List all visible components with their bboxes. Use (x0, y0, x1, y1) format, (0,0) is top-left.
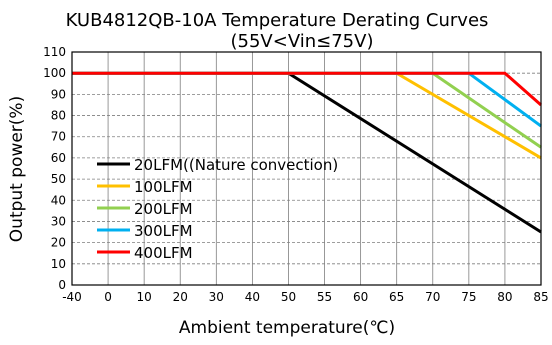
x-axis-label: Ambient temperature(℃) (179, 318, 395, 338)
legend-label: 100LFM (134, 178, 193, 196)
y-tick-label: 80 (51, 109, 66, 123)
x-tick-label: 55 (317, 290, 332, 304)
x-tick-labels: -40 0 10 20 30 40 50 55 60 65 70 75 80 85 (62, 290, 548, 304)
y-tick-label: 40 (51, 193, 66, 207)
y-tick-label: 30 (51, 214, 66, 228)
chart-title: KUB4812QB-10A Temperature Derating Curve… (66, 10, 489, 31)
x-tick-label: 10 (137, 290, 152, 304)
legend: 20LFM((Nature convection) 100LFM 200LFM 300… (97, 156, 338, 262)
x-tick-label: 85 (533, 290, 548, 304)
x-tick-label: -40 (62, 290, 82, 304)
x-tick-label: 60 (353, 290, 368, 304)
legend-label: 200LFM (134, 200, 193, 218)
plot-frame (71, 51, 542, 286)
y-tick-label: 70 (51, 130, 66, 144)
series-line (72, 71, 542, 107)
x-tick-label: 70 (425, 290, 440, 304)
x-tick-label: 30 (209, 290, 224, 304)
x-tick-label: 20 (173, 290, 188, 304)
y-tick-label: 60 (51, 151, 66, 165)
y-tick-label: 100 (43, 66, 66, 80)
legend-label: 20LFM((Nature convection) (134, 156, 338, 174)
plot-area (72, 52, 541, 285)
y-tick-label: 50 (51, 172, 66, 186)
series-layer (72, 71, 542, 234)
x-tick-label: 80 (497, 290, 512, 304)
y-tick-label: 10 (51, 257, 66, 271)
y-tick-label: 110 (43, 45, 66, 59)
x-tick-label: 0 (104, 290, 112, 304)
y-tick-label: 20 (51, 236, 66, 250)
chart-subtitle: (55V<Vin≤75V) (231, 31, 374, 52)
legend-label: 300LFM (134, 222, 193, 240)
legend-label: 400LFM (134, 244, 193, 262)
y-tick-label: 0 (58, 278, 66, 292)
x-tick-label: 40 (245, 290, 260, 304)
y-axis-label: Output power(%) (7, 96, 27, 242)
y-tick-labels: 0 10 20 30 40 50 60 70 80 90 100 110 (43, 45, 66, 292)
x-tick-label: 65 (389, 290, 404, 304)
y-tick-label: 90 (51, 87, 66, 101)
x-tick-label: 75 (461, 290, 476, 304)
x-tick-label: 50 (281, 290, 296, 304)
